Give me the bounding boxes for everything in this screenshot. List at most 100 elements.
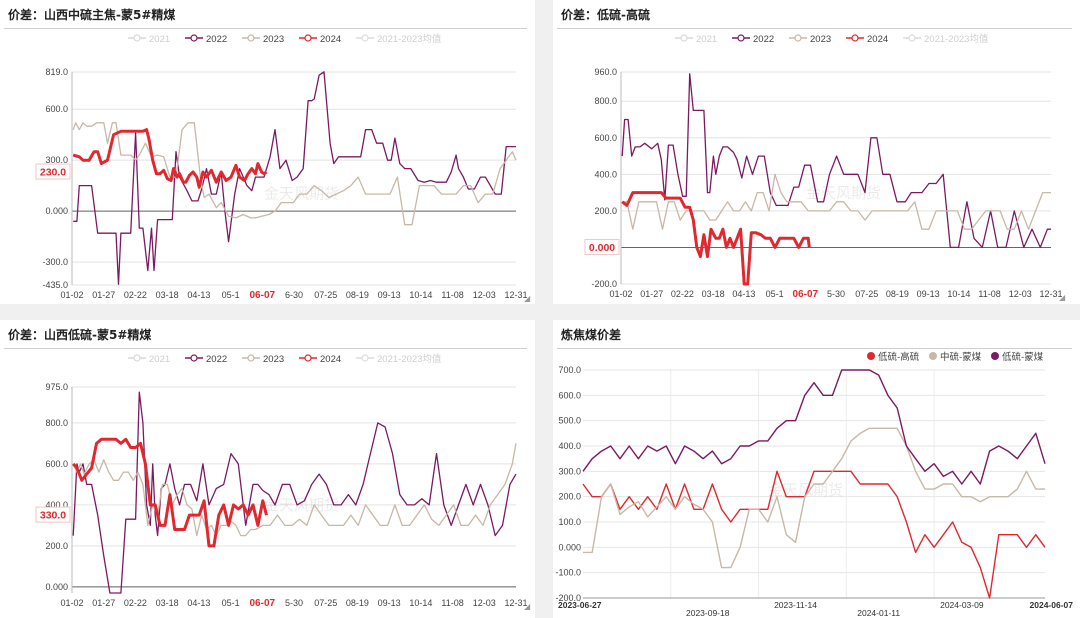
legend-marker — [361, 34, 369, 42]
series-line-2024 — [72, 128, 268, 189]
series-line-2024 — [621, 191, 811, 286]
y-tick-label: 600.0 — [594, 133, 617, 143]
resize-corner: ◢ — [1059, 293, 1066, 302]
legend-label: 2021-2023均值 — [924, 33, 989, 45]
chart-coking-coal-spread: 低硫-高硫 中硫-蒙煤 低硫-蒙煤 700.0 600.0 500.0 400.0 300.0… — [555, 351, 1073, 618]
series-line-2024 — [72, 437, 268, 548]
title-rule — [4, 28, 527, 29]
legend-item[interactable]: 2023 — [242, 354, 284, 365]
current-value-box — [35, 506, 71, 523]
x-tick-label: 01-02 — [609, 289, 632, 299]
legend-marker — [991, 352, 999, 360]
x-tick-label: 09-13 — [378, 290, 401, 300]
x-tick-label: 07-25 — [855, 289, 878, 299]
y-tick-label: 200.0 — [558, 492, 581, 502]
panel-title: 价差：山西低硫-蒙5#精煤 — [8, 328, 152, 342]
legend-item[interactable]: 2023 — [789, 34, 831, 45]
x-tick-label: 12-03 — [1009, 289, 1032, 299]
legend-item[interactable]: 低硫-高硫 — [867, 351, 920, 363]
legend-marker — [133, 34, 141, 42]
x-tick-label: 05-1 — [222, 290, 240, 300]
current-value-label: 230.0 — [40, 167, 66, 179]
y-tick-label: 500.0 — [558, 416, 581, 426]
panel-title: 价差：低硫-高硫 — [561, 8, 650, 22]
legend-item[interactable]: 2021 — [128, 34, 170, 45]
legend-label: 2021 — [149, 354, 170, 365]
x-tick-label: 08-19 — [346, 290, 369, 300]
x-tick-label: 09-13 — [917, 289, 940, 299]
current-date-label: 06-07 — [249, 598, 275, 609]
y-tick-label: 600.0 — [45, 459, 68, 469]
legend-marker — [867, 352, 875, 360]
legend-label: 低硫-蒙煤 — [1002, 351, 1044, 363]
chart-dili-meng5: 2021 2022 2023 2024 2021-2023均值 975.0 800.0 600… — [35, 353, 531, 611]
x-tick-label: 07-25 — [314, 598, 337, 608]
legend-item[interactable]: 2024 — [299, 354, 341, 365]
y-tick-label: -200.0 — [555, 593, 581, 603]
legend-marker — [851, 34, 859, 42]
x-tick-label: 04-13 — [187, 290, 210, 300]
current-date-label: 06-07 — [249, 290, 275, 301]
legend-item[interactable]: 2022 — [732, 34, 774, 45]
x-tick-label: 11-08 — [441, 598, 463, 608]
x-tick-label: 10-14 — [947, 289, 970, 299]
legend-marker — [908, 34, 916, 42]
legend-marker — [190, 354, 198, 362]
legend-item[interactable]: 2021 — [675, 34, 717, 45]
x-tick-label: 07-25 — [314, 290, 337, 300]
y-tick-label: 975.0 — [45, 382, 68, 392]
legend-item[interactable]: 2022 — [185, 354, 227, 365]
x-tick-label: 01-27 — [640, 289, 663, 299]
panel-coking-coal-spread: 炼焦煤价差 低硫-高硫 中硫-蒙煤 低硫-蒙煤 700.0 600.0 500.0 400.… — [553, 320, 1080, 618]
current-date-label: 06-07 — [792, 289, 818, 300]
x-tick-label: 01-27 — [92, 598, 115, 608]
x-tick-label: 04-13 — [732, 289, 755, 299]
legend-label: 2022 — [753, 34, 774, 45]
legend-item[interactable]: 2021-2023均值 — [356, 33, 442, 45]
resize-corner: ◢ — [524, 602, 531, 611]
legend-item[interactable]: 2021 — [128, 354, 170, 365]
legend-label: 2024 — [320, 354, 341, 365]
title-rule — [557, 28, 1072, 29]
legend-item[interactable]: 低硫-蒙煤 — [991, 351, 1044, 363]
legend-label: 2023 — [263, 34, 284, 45]
legend-item[interactable]: 中硫-蒙煤 — [929, 351, 982, 363]
legend-item[interactable]: 2023 — [242, 34, 284, 45]
chart-zhongliu-meng5: 2021 2022 2023 2024 2021-2023均值 819.0 600.0 300… — [35, 33, 531, 303]
x-tick-label: 10-14 — [409, 290, 432, 300]
y-tick-label: 300.0 — [45, 155, 68, 165]
y-tick-label: 0.000 — [45, 582, 68, 592]
watermark: 金天风期货 — [264, 497, 339, 514]
x-tick-label: 04-13 — [187, 598, 210, 608]
x-tick-label: 01-02 — [60, 598, 83, 608]
legend-item[interactable]: 2021-2023均值 — [903, 33, 989, 45]
x-tick-label: 01-02 — [60, 290, 83, 300]
legend-item[interactable]: 2024 — [846, 34, 888, 45]
y-tick-label: 400.0 — [45, 500, 68, 510]
x-tick-label: 10-14 — [409, 598, 432, 608]
legend-item[interactable]: 2022 — [185, 34, 227, 45]
x-tick-label: 11-08 — [441, 290, 463, 300]
y-tick-label: 400.0 — [594, 169, 617, 179]
legend-marker — [247, 34, 255, 42]
y-tick-label: 819.0 — [45, 67, 68, 77]
legend-marker — [247, 354, 255, 362]
series-line-2022 — [72, 391, 517, 594]
legend-item[interactable]: 2024 — [299, 34, 341, 45]
x-tick-label: 02-22 — [124, 598, 147, 608]
x-tick-label: 2024-01-11 — [857, 608, 900, 618]
x-tick-label: 12-03 — [473, 290, 496, 300]
current-value-label: 0.000 — [589, 242, 615, 254]
y-tick-label: 800.0 — [594, 96, 617, 106]
legend-marker — [794, 34, 802, 42]
series-line-2023 — [72, 122, 517, 226]
x-tick-label: 12-31 — [504, 598, 527, 608]
x-tick-label: 2023-09-18 — [686, 608, 730, 618]
legend-marker — [361, 354, 369, 362]
legend-item[interactable]: 2021-2023均值 — [356, 353, 442, 365]
x-tick-label: 01-27 — [92, 290, 115, 300]
y-tick-label: 100.0 — [558, 517, 581, 527]
series-line-中硫-蒙煤 — [583, 427, 1045, 569]
x-tick-label: 08-19 — [346, 598, 369, 608]
x-tick-label: 2023-06-27 — [558, 600, 602, 610]
